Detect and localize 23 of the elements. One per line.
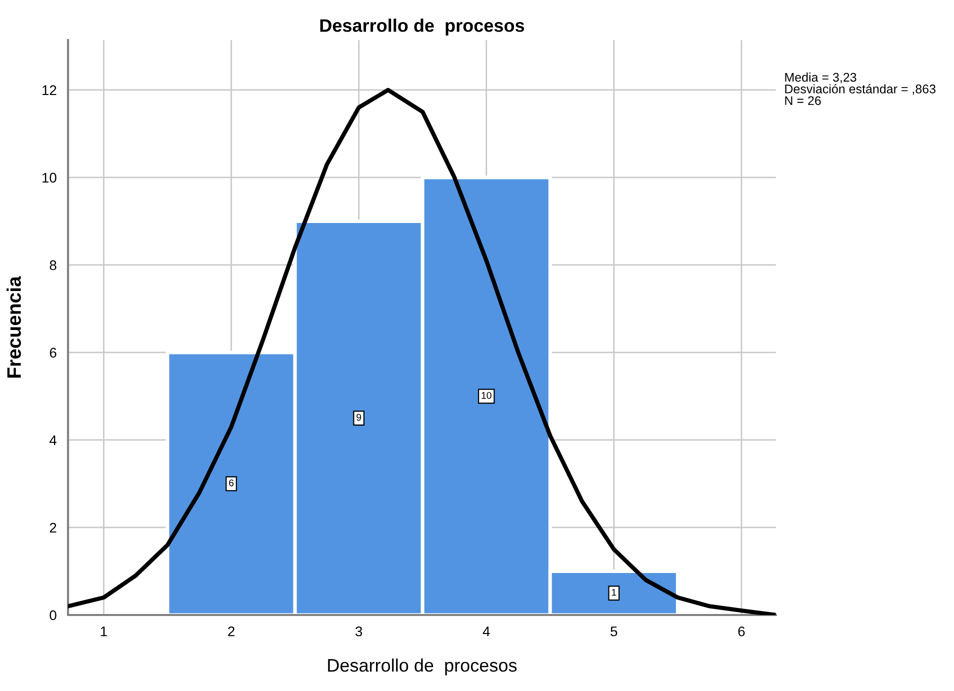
y-axis-title: Frecuencia <box>6 276 21 378</box>
x-axis-title: Desarrollo de procesos <box>328 658 517 676</box>
x-tick-label: 5 <box>610 626 618 636</box>
x-tick-label: 2 <box>228 626 234 636</box>
data-label: 1 <box>612 588 616 596</box>
y-tick-label: 6 <box>50 348 56 358</box>
y-tick-label: 12 <box>42 85 56 95</box>
y-tick-label: 10 <box>42 172 56 183</box>
data-label: 9 <box>356 414 362 421</box>
y-tick-label: 2 <box>50 522 56 533</box>
chart-title: Desarrollo de procesos <box>320 18 524 36</box>
text: N = 26 <box>785 96 821 106</box>
y-tick-label: 4 <box>50 435 57 446</box>
x-tick-label: 4 <box>482 626 490 636</box>
x-tick-label: 1 <box>100 626 107 636</box>
x-tick-label: 6 <box>738 626 745 636</box>
text: Media = 3,23 <box>785 72 856 84</box>
x-tick-label: 3 <box>355 626 362 636</box>
text: Desviación estándar = ,863 <box>785 84 936 95</box>
data-label: 10 <box>482 392 492 399</box>
y-tick-label: 0 <box>50 610 56 620</box>
y-tick-label: 8 <box>50 260 56 270</box>
data-label: 6 <box>229 479 234 486</box>
